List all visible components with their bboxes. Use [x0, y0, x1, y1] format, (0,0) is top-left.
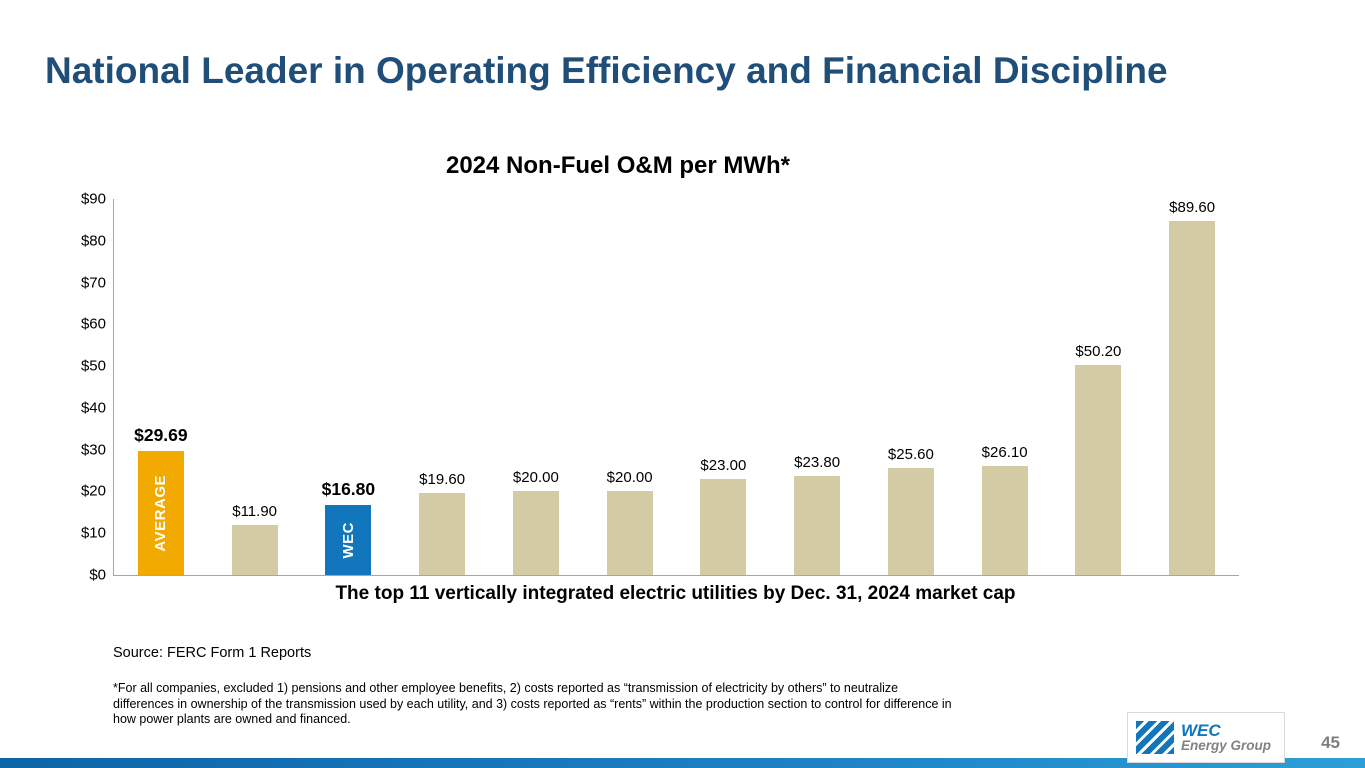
- bar-slot: $11.90: [208, 199, 302, 575]
- y-axis-tick-label: $90: [80, 190, 106, 208]
- bar-slot: $19.60: [395, 199, 489, 575]
- bar: [419, 493, 466, 575]
- bar: [981, 465, 1028, 575]
- y-axis-tick-label: $40: [80, 399, 106, 417]
- bar-slot: $26.10: [958, 199, 1052, 575]
- bar-value-label: $19.60: [419, 471, 466, 489]
- bar: [231, 525, 278, 575]
- bar-value-label: $16.80: [321, 478, 376, 499]
- bar-value-label: $11.90: [232, 503, 277, 521]
- y-axis-tick-label: $20: [80, 482, 106, 500]
- bar-value-label: $26.10: [981, 443, 1028, 461]
- bar: [512, 491, 559, 575]
- bar: [606, 491, 653, 575]
- bar-inner-label: AVERAGE: [152, 474, 170, 552]
- bar-slot: $16.80 WEC: [302, 199, 396, 575]
- bar-slot: $23.80: [770, 199, 864, 575]
- bar-inner-label: WEC: [339, 521, 357, 559]
- source-text: Source: FERC Form 1 Reports: [113, 645, 312, 661]
- bar: [794, 475, 841, 575]
- bar-value-label: $20.00: [606, 469, 653, 487]
- wec-logo-text: WEC Energy Group: [1181, 722, 1271, 753]
- bar-slot: $25.60: [864, 199, 958, 575]
- bar: [887, 468, 934, 575]
- logo-energy-group-text: Energy Group: [1181, 738, 1272, 754]
- bar-value-label: $23.00: [700, 456, 747, 474]
- bar-slot: $20.00: [489, 199, 583, 575]
- chart-x-axis-label: The top 11 vertically integrated electri…: [335, 583, 1016, 604]
- bar-wec: WEC: [325, 504, 372, 575]
- y-axis-tick-label: $80: [80, 232, 106, 250]
- y-axis-tick-label: $0: [89, 566, 106, 584]
- logo-wec-text: WEC: [1181, 720, 1221, 740]
- bar: [1169, 221, 1216, 575]
- y-axis-tick-label: $60: [80, 315, 106, 333]
- slide-title: National Leader in Operating Efficiency …: [45, 50, 1168, 91]
- bar: [1075, 365, 1122, 575]
- bar: [700, 478, 747, 575]
- bar-value-label: $20.00: [512, 469, 559, 487]
- plot-area: $0 $10 $20 $30 $40 $50 $60 $70 $80 $90 $29.69 AVERA…: [81, 191, 1239, 584]
- y-axis-tick-label: $10: [80, 524, 106, 542]
- bar-slot: $89.60: [1145, 199, 1239, 575]
- bar-value-label: $50.20: [1075, 343, 1122, 361]
- bar-value-label: $29.69: [134, 424, 188, 445]
- bar-average: AVERAGE: [137, 450, 184, 575]
- wec-energy-group-logo: WEC Energy Group: [1127, 712, 1285, 763]
- bar-slot: $50.20: [1052, 199, 1146, 575]
- page-number: 45: [1321, 733, 1340, 752]
- bar-value-label: $89.60: [1169, 199, 1216, 216]
- bar-slot: $29.69 AVERAGE: [114, 199, 208, 575]
- bar-slot: $23.00: [677, 199, 771, 575]
- bars-container: $29.69 AVERAGE $11.90 $16.80 WEC $19.60 $20.00…: [114, 199, 1239, 575]
- wec-stripes-logo-icon: [1136, 721, 1174, 754]
- y-axis-tick-label: $70: [80, 274, 106, 292]
- bar-slot: $20.00: [583, 199, 677, 575]
- footnote-text: *For all companies, excluded 1) pensions…: [113, 681, 952, 727]
- y-axis-tick-label: $30: [80, 441, 106, 459]
- bar-value-label: $23.80: [794, 453, 841, 471]
- chart-title: 2024 Non-Fuel O&M per MWh*: [445, 152, 791, 179]
- bottom-accent-bar: [0, 758, 1365, 768]
- bar-value-label: $25.60: [887, 446, 934, 464]
- y-axis-tick-label: $50: [80, 357, 106, 375]
